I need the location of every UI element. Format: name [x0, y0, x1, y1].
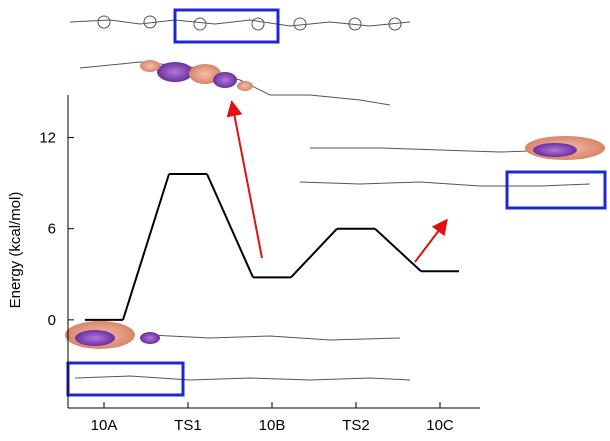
- x-tick-label: 10A: [91, 417, 118, 434]
- arrow: [414, 218, 448, 263]
- x-tick-label: 10B: [259, 417, 286, 434]
- orbital-right: [299, 136, 607, 210]
- x-tick-label: TS1: [174, 417, 202, 434]
- connector: [122, 173, 170, 321]
- y-tick-label: 6: [48, 221, 56, 238]
- orbital-bottom: [65, 321, 411, 397]
- connector: [206, 173, 254, 278]
- connector: [374, 227, 422, 272]
- arrow: [226, 100, 263, 259]
- molecule-top: [69, 8, 411, 44]
- x-tick-label: 10C: [426, 417, 454, 434]
- orbital-top: [79, 60, 391, 106]
- x-tick-label: TS2: [342, 417, 370, 434]
- y-axis-label: Energy (kcal/mol): [7, 192, 24, 309]
- y-tick-label: 12: [39, 130, 56, 147]
- y-tick-label: 0: [48, 312, 56, 329]
- connector: [290, 228, 338, 279]
